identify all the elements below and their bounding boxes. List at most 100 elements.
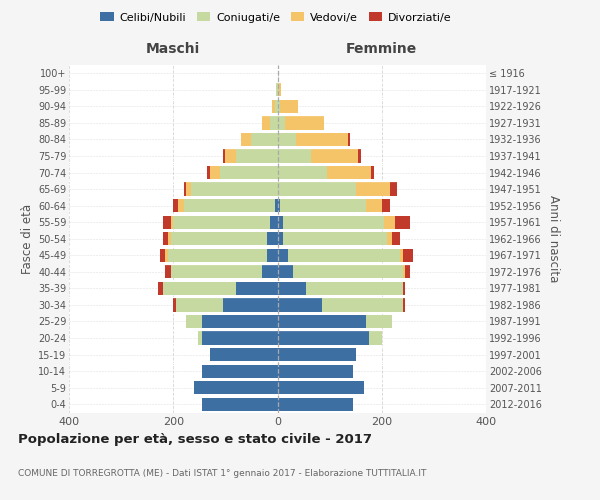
Bar [277,83,278,96]
Bar [275,199,277,212]
Bar [322,298,403,312]
Bar [226,150,236,162]
Bar [160,248,166,262]
Bar [275,100,277,113]
Bar [387,232,392,245]
Bar [176,298,223,312]
Bar [170,216,173,229]
Bar [369,332,382,344]
Bar [403,265,405,278]
Bar [277,298,322,312]
Bar [389,182,397,196]
Bar [173,298,176,312]
Bar [385,216,395,229]
Text: Popolazione per età, sesso e stato civile - 2017: Popolazione per età, sesso e stato civil… [18,432,372,446]
Bar [283,216,385,229]
Bar [395,216,410,229]
Bar [236,282,277,295]
Bar [277,166,327,179]
Bar [186,182,191,196]
Bar [296,133,348,146]
Bar [288,248,400,262]
Bar [277,199,280,212]
Bar [207,166,210,179]
Bar [267,248,277,262]
Bar [277,348,356,361]
Bar [278,83,281,96]
Bar [251,133,277,146]
Bar [277,182,356,196]
Bar [277,216,283,229]
Bar [283,232,387,245]
Bar [267,232,277,245]
Text: Maschi: Maschi [146,42,200,56]
Bar [293,265,403,278]
Bar [262,265,277,278]
Bar [327,166,371,179]
Bar [158,282,163,295]
Bar [348,133,350,146]
Bar [280,100,298,113]
Bar [166,265,170,278]
Bar [277,150,311,162]
Bar [277,133,296,146]
Bar [306,282,403,295]
Bar [186,315,202,328]
Bar [405,265,410,278]
Bar [198,332,202,344]
Bar [223,298,277,312]
Bar [163,232,168,245]
Bar [311,150,358,162]
Bar [403,248,413,262]
Bar [403,298,405,312]
Bar [236,150,277,162]
Bar [277,248,288,262]
Bar [277,315,366,328]
Bar [170,232,267,245]
Bar [202,315,277,328]
Bar [269,216,277,229]
Bar [277,116,286,130]
Bar [286,116,325,130]
Text: Femmine: Femmine [346,42,418,56]
Y-axis label: Anni di nascita: Anni di nascita [547,195,560,282]
Bar [173,199,178,212]
Bar [194,381,277,394]
Bar [163,282,236,295]
Bar [168,248,267,262]
Bar [277,332,369,344]
Bar [202,364,277,378]
Bar [277,232,283,245]
Bar [220,166,277,179]
Bar [382,199,389,212]
Bar [170,265,262,278]
Bar [277,282,306,295]
Bar [366,315,392,328]
Bar [262,116,269,130]
Bar [241,133,251,146]
Bar [280,199,366,212]
Bar [178,199,184,212]
Text: COMUNE DI TORREGROTTA (ME) - Dati ISTAT 1° gennaio 2017 - Elaborazione TUTTITALI: COMUNE DI TORREGROTTA (ME) - Dati ISTAT … [18,468,427,477]
Bar [168,232,170,245]
Bar [272,100,275,113]
Bar [191,182,277,196]
Bar [184,182,186,196]
Bar [163,216,170,229]
Bar [277,398,353,411]
Y-axis label: Fasce di età: Fasce di età [20,204,34,274]
Bar [173,216,269,229]
Bar [277,381,364,394]
Bar [358,150,361,162]
Bar [277,265,293,278]
Bar [166,248,168,262]
Bar [277,100,280,113]
Bar [210,166,220,179]
Legend: Celibi/Nubili, Coniugati/e, Vedovi/e, Divorziati/e: Celibi/Nubili, Coniugati/e, Vedovi/e, Di… [96,8,456,27]
Bar [202,398,277,411]
Bar [223,150,226,162]
Bar [371,166,374,179]
Bar [269,116,277,130]
Bar [366,199,382,212]
Bar [400,248,403,262]
